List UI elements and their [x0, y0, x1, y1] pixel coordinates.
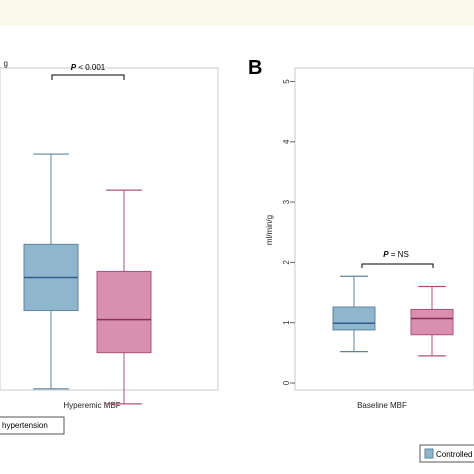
panel-b-category-label: Baseline MBF: [357, 401, 407, 410]
panel-a-legend-label: hypertension: [2, 421, 48, 430]
panel-b-ytick-label: 2: [282, 260, 291, 265]
header-strip: [0, 0, 474, 26]
panel-b-significance: P = NS: [383, 250, 409, 259]
panel-a-series-2-box: [96, 270, 152, 354]
panel-a-significance: P < 0.001: [71, 63, 106, 72]
panel-b-ytick-label: 0: [282, 380, 291, 385]
panel-b-letter: B: [248, 57, 262, 79]
panel-b-ytick-label: 1: [282, 320, 291, 325]
panel-a-significance-bracket: [51, 74, 125, 80]
panel-b-ytick-label: 3: [282, 199, 291, 204]
panel-b-series-1-box: [332, 306, 376, 331]
panel-a-legend: [0, 416, 65, 435]
panel-b-ytick-label: 5: [282, 79, 291, 84]
panel-b-legend-label: Controlled: [436, 450, 472, 459]
panel-b-ylabel: ml/min/g: [265, 215, 274, 245]
panel-a-ylabel: g: [4, 59, 8, 68]
panel-a-category-label: Hyperemic MBF: [63, 401, 120, 410]
panel-b-legend-swatch: [424, 448, 434, 459]
panel-b-plot-area: [294, 67, 474, 391]
panel-b-significance-bracket: [361, 263, 434, 268]
panel-b-series-2-box: [410, 308, 454, 336]
panel-b-ytick-label: 4: [282, 139, 291, 144]
